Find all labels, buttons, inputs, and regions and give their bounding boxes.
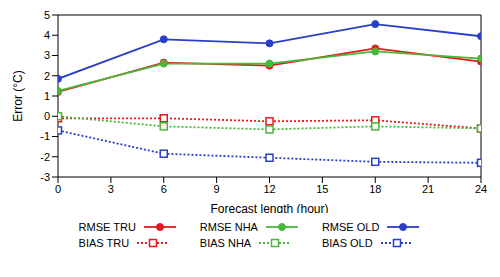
svg-text:9: 9: [214, 183, 220, 195]
svg-text:-2: -2: [40, 151, 50, 163]
svg-text:Error (°C): Error (°C): [11, 70, 25, 121]
html-text:BIAS OLD: BIAS OLD: [321, 237, 373, 249]
svg-text:4: 4: [44, 29, 50, 41]
svg-text:1: 1: [44, 90, 50, 102]
svg-text:5: 5: [44, 9, 50, 21]
svg-text:18: 18: [369, 183, 381, 195]
svg-text:Forecast length (hour): Forecast length (hour): [210, 202, 328, 213]
html-text:RMSE TRU: RMSE TRU: [78, 221, 136, 233]
html-text:RMSE NHA: RMSE NHA: [199, 221, 258, 233]
svg-text:15: 15: [316, 183, 328, 195]
svg-text:24: 24: [475, 183, 487, 195]
html-text:RMSE OLD: RMSE OLD: [321, 221, 380, 233]
svg-text:2: 2: [44, 70, 50, 82]
svg-text:6: 6: [161, 183, 167, 195]
svg-text:12: 12: [263, 183, 275, 195]
svg-text:-3: -3: [40, 171, 50, 183]
svg-text:0: 0: [44, 110, 50, 122]
svg-text:3: 3: [44, 49, 50, 61]
html-text:BIAS NHA: BIAS NHA: [199, 237, 252, 249]
svg-text:0: 0: [55, 183, 61, 195]
svg-text:3: 3: [108, 183, 114, 195]
svg-text:-1: -1: [40, 130, 50, 142]
svg-text:21: 21: [422, 183, 434, 195]
html-text:BIAS TRU: BIAS TRU: [78, 237, 130, 249]
